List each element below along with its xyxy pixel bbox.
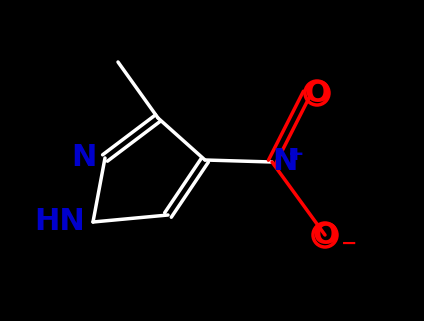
- Text: HN: HN: [34, 207, 85, 237]
- Text: O: O: [312, 221, 338, 249]
- Text: N: N: [272, 148, 297, 177]
- Text: N: N: [72, 143, 97, 172]
- Text: +: +: [288, 144, 304, 163]
- Text: O: O: [304, 79, 330, 108]
- Text: −: −: [341, 233, 357, 253]
